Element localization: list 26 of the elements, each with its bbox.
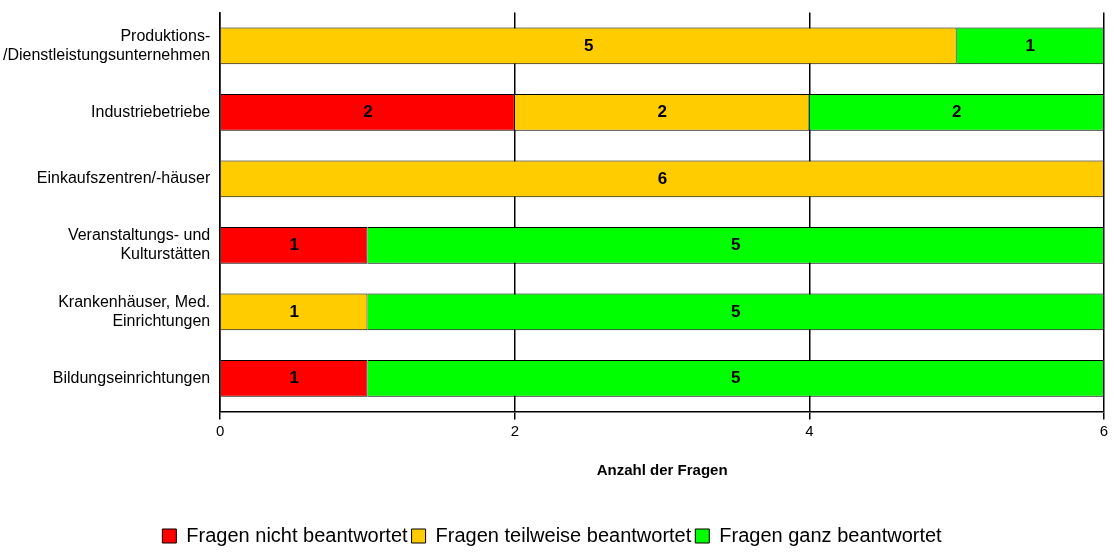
x-tick-label: 6 (1099, 421, 1109, 439)
x-tick-label: 2 (510, 421, 519, 439)
y-tick-label: Krankenhäuser, Med. Einrichtungen (58, 292, 211, 329)
data-label: 2 (363, 102, 373, 122)
y-tick-label: Veranstaltungs- und Kulturstätten (67, 226, 211, 263)
data-label: 2 (951, 102, 962, 122)
legend-label: Fragen nicht beantwortet (186, 523, 409, 546)
y-tick-label: Bildungseinrichtungen (52, 368, 211, 386)
data-label: 1 (289, 301, 299, 321)
data-label: 1 (289, 235, 299, 255)
x-axis-title: Anzahl der Fragen (596, 460, 728, 478)
data-label: 1 (1025, 35, 1036, 55)
legend-label: Fragen ganz beantwortet (719, 523, 943, 546)
data-label: 6 (657, 168, 668, 188)
x-tick-label: 4 (805, 421, 814, 439)
data-label: 5 (731, 301, 741, 321)
y-tick-label: Produktions- /Dienstleistungsunternehmen (3, 26, 211, 63)
data-label: 5 (731, 235, 741, 255)
y-tick-label: Industriebetriebe (91, 102, 211, 120)
data-label: 2 (657, 102, 667, 122)
y-tick-label: Einkaufszentren/-häuser (36, 169, 211, 187)
data-label: 5 (731, 368, 741, 388)
x-tick-label: 0 (216, 421, 225, 439)
data-label: 1 (289, 368, 299, 388)
legend-label: Fragen teilweise beantwortet (435, 523, 692, 546)
data-label: 5 (584, 35, 594, 55)
